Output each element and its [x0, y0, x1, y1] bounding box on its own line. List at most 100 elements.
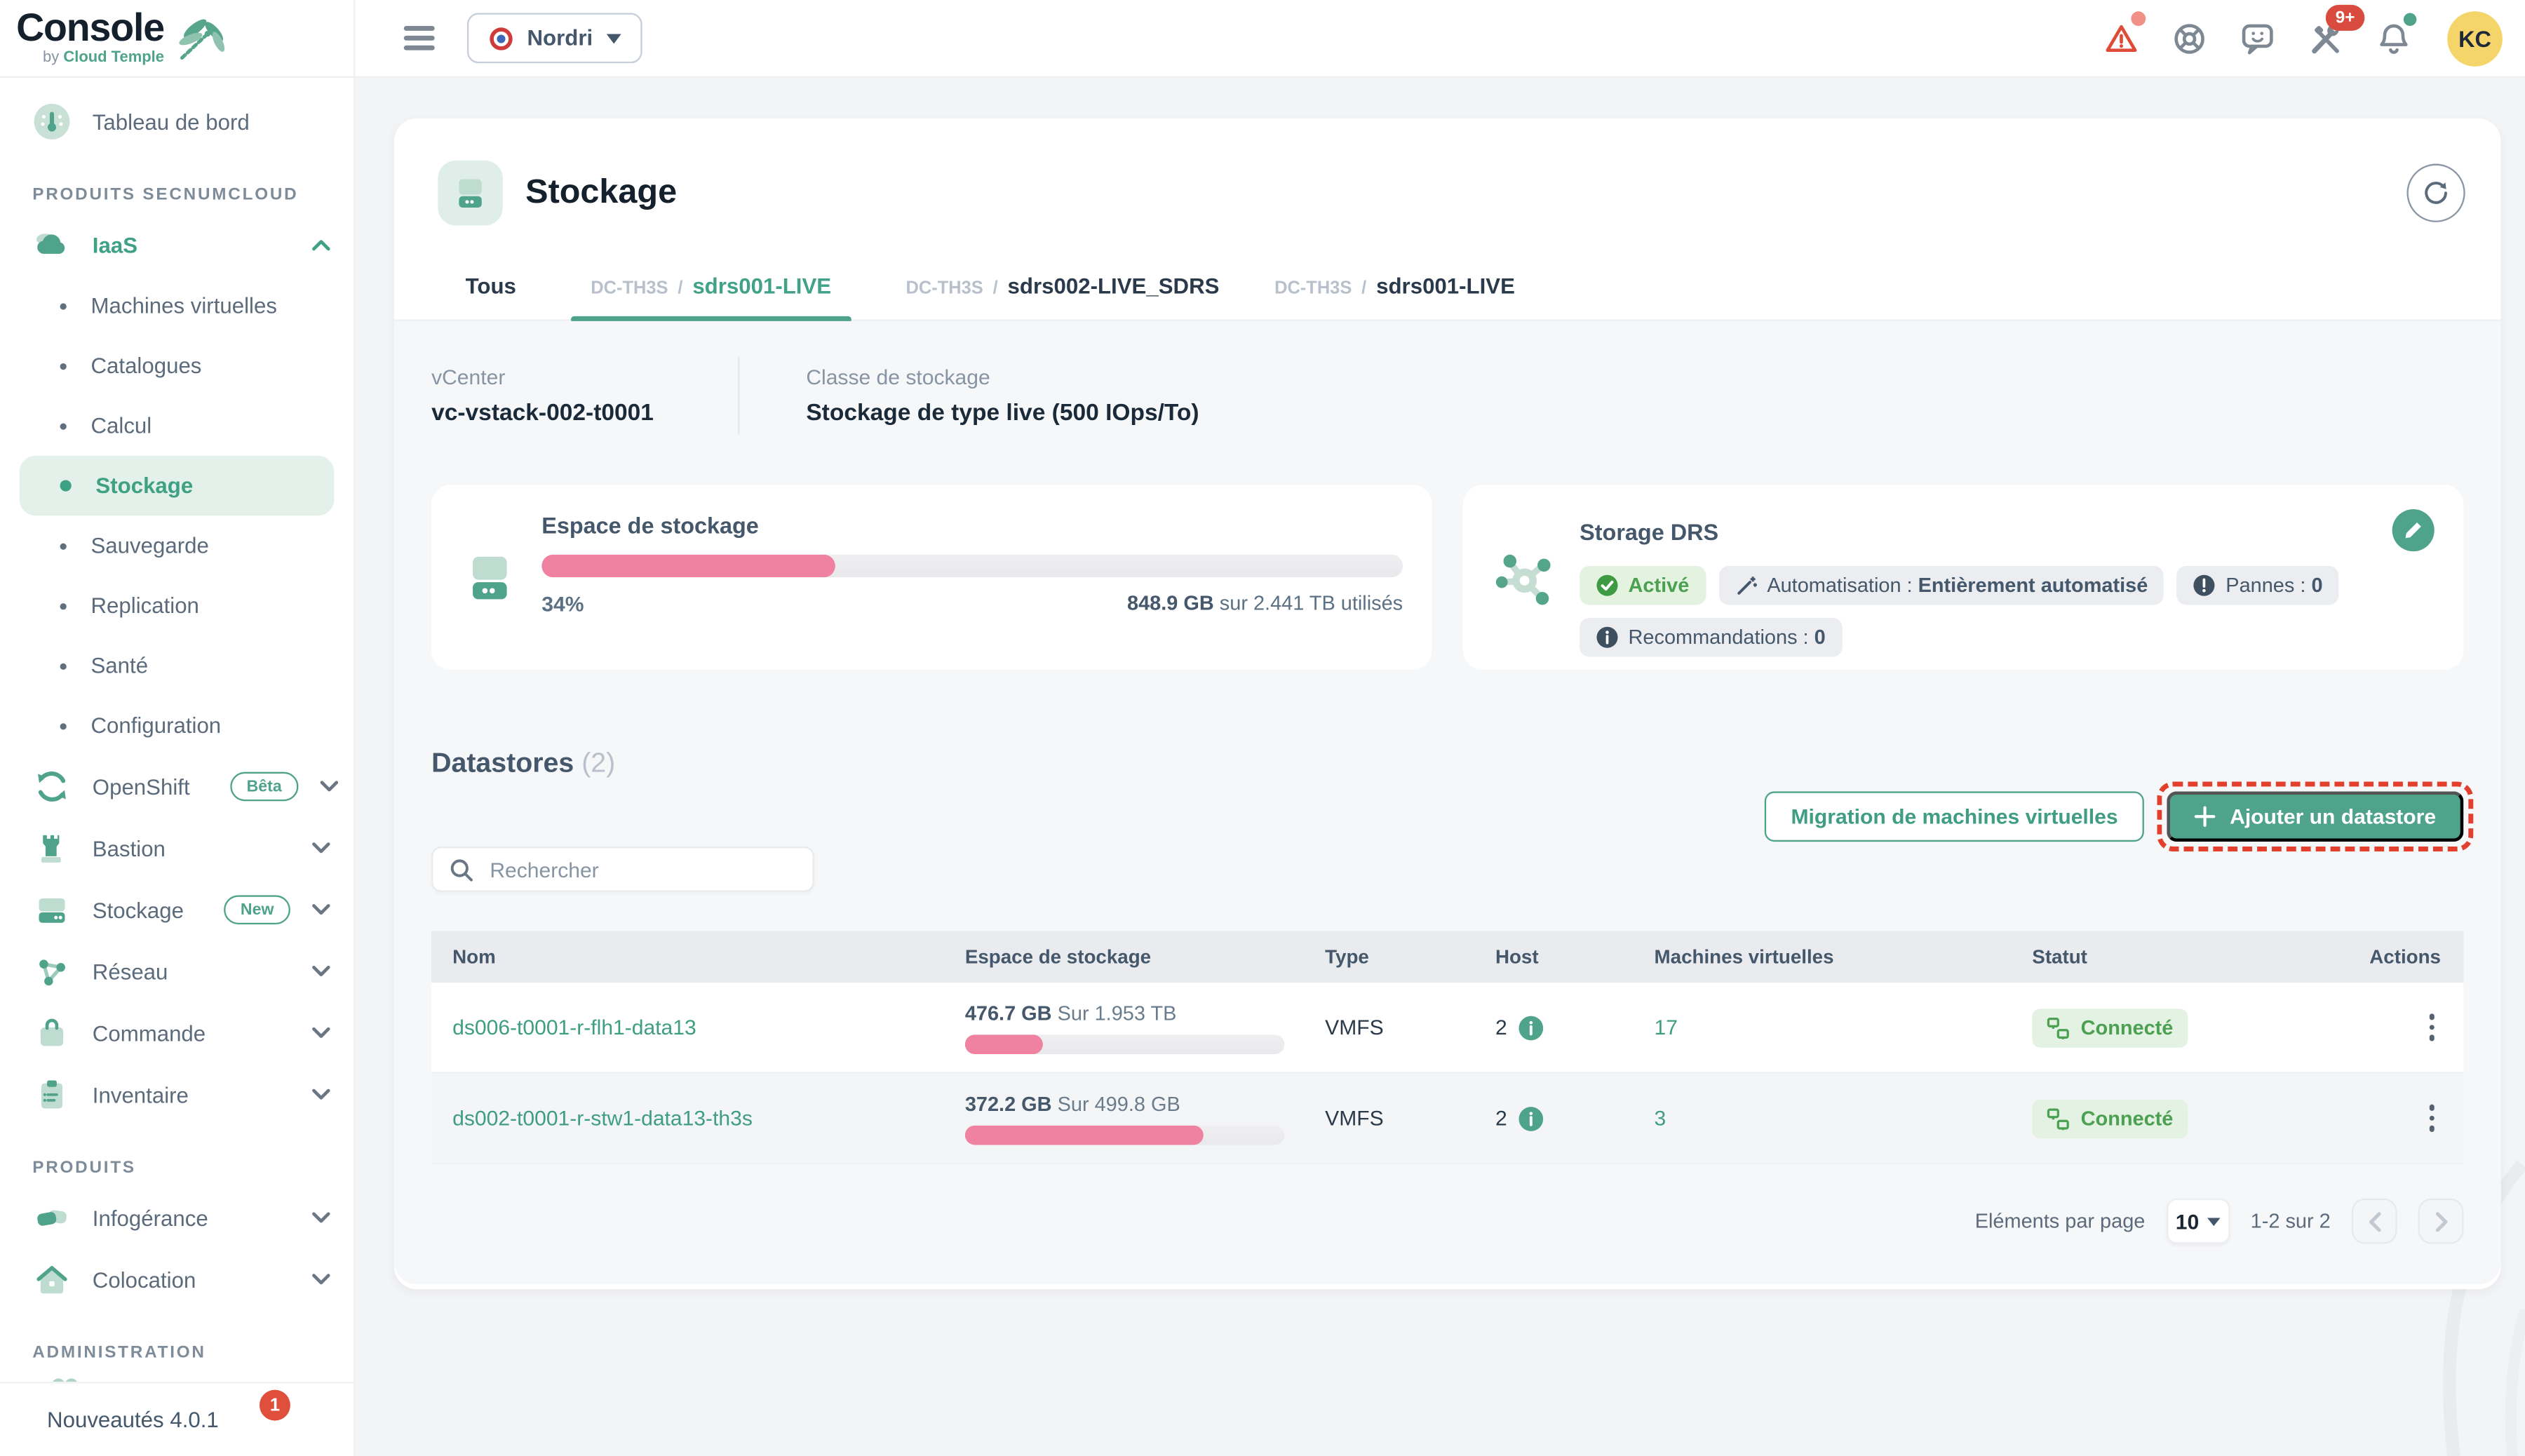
sidebar-item-stockage-product[interactable]: Stockage New [0, 879, 354, 941]
sidebar-subitem-label: Santé [90, 653, 149, 678]
add-datastore-button[interactable]: Ajouter un datastore [2166, 791, 2464, 842]
clipped-admin-item-icon [0, 1372, 354, 1382]
section-label-administration: ADMINISTRATION [32, 1342, 206, 1363]
chevron-down-icon[interactable] [311, 1273, 331, 1286]
tab-sdrs001-live-2[interactable]: DC-TH3S / sdrs001-LIVE [1274, 274, 1515, 320]
table-row: ds006-t0001-r-flh1-data13 476.7 GB Sur 1… [431, 983, 2464, 1074]
sidebar-item-label: Infogérance [92, 1206, 208, 1230]
notification-dot [2403, 13, 2417, 26]
tab-tous[interactable]: Tous [466, 274, 516, 320]
hamburger-menu-icon[interactable] [403, 26, 435, 50]
sidebar-subitem-label: Machines virtuelles [90, 293, 277, 318]
whats-new-link[interactable]: Nouveautés 4.0.1 1 [0, 1382, 354, 1456]
sidebar-subitem-configuration[interactable]: Configuration [0, 696, 354, 756]
table-row: ds002-t0001-r-stw1-data13-th3s 372.2 GB … [431, 1074, 2464, 1165]
pagination: Eléments par page 10 1-2 sur 2 [431, 1199, 2464, 1244]
sidebar-item-bastion[interactable]: Bastion [0, 817, 354, 879]
storage-drs-card: Storage DRS Activé [1462, 485, 2464, 670]
vm-count-link[interactable]: 3 [1654, 1106, 1666, 1131]
sidebar-subitem-stockage-active[interactable]: Stockage [19, 455, 335, 516]
tab-label: sdrs002-LIVE_SDRS [1007, 274, 1220, 299]
chevron-down-icon[interactable] [311, 965, 331, 978]
sidebar-item-commande[interactable]: Commande [0, 1002, 354, 1064]
sidebar-item-label: Colocation [92, 1267, 196, 1292]
sidebar-item-label: IaaS [92, 232, 138, 257]
sidebar-item-reseau[interactable]: Réseau [0, 941, 354, 1002]
host-count: 2 [1495, 1015, 1507, 1040]
support-button[interactable] [2169, 18, 2209, 58]
bullet-icon [60, 722, 67, 729]
magic-wand-icon [1737, 577, 1756, 595]
previous-page-button[interactable] [2351, 1199, 2397, 1244]
storage-class-label: Classe de stockage [806, 365, 990, 390]
sidebar-subitem-calcul[interactable]: Calcul [0, 396, 354, 456]
sidebar-subitem-machines-virtuelles[interactable]: Machines virtuelles [0, 276, 354, 336]
sidebar-item-inventaire[interactable]: Inventaire [0, 1064, 354, 1126]
datastore-name-link[interactable]: ds006-t0001-r-flh1-data13 [452, 1015, 696, 1040]
sidebar-subitem-catalogues[interactable]: Catalogues [0, 336, 354, 396]
page-title: Stockage [525, 173, 678, 211]
chevron-down-icon[interactable] [319, 780, 339, 793]
col-header-type: Type [1325, 945, 1369, 969]
tab-label: Tous [465, 274, 516, 299]
user-avatar[interactable]: KC [2447, 11, 2503, 66]
tab-label: sdrs001-LIVE [1376, 274, 1515, 299]
sidebar-item-infogerance[interactable]: Infogérance [0, 1187, 354, 1249]
notifications-button[interactable] [2373, 13, 2417, 58]
chevron-down-icon[interactable] [311, 1027, 331, 1039]
drs-edit-button[interactable] [2392, 509, 2435, 552]
sidebar-item-openshift[interactable]: OpenShift Bêta [0, 756, 354, 818]
vcenter-label: vCenter [431, 365, 506, 390]
drs-status-badge: Activé [1580, 566, 1706, 605]
chevron-up-icon[interactable] [311, 238, 331, 251]
caret-down-icon [605, 33, 621, 43]
sidebar-subitem-replication[interactable]: Replication [0, 576, 354, 636]
tab-sdrs002-live-sdrs[interactable]: DC-TH3S / sdrs002-LIVE_SDRS [905, 274, 1219, 320]
row-actions-menu[interactable] [2422, 1008, 2441, 1048]
drs-recommendations-badge: Recommandations : 0 [1580, 618, 1842, 657]
datastore-name-link[interactable]: ds002-t0001-r-stw1-data13-th3s [452, 1106, 753, 1131]
col-header-actions: Actions [2369, 945, 2442, 969]
refresh-button[interactable] [2406, 163, 2465, 222]
tab-sdrs001-live-active[interactable]: DC-TH3S / sdrs001-LIVE [571, 274, 851, 323]
chevron-down-icon[interactable] [311, 903, 331, 916]
bullet-icon [60, 480, 72, 492]
chevron-down-icon[interactable] [311, 1211, 331, 1224]
host-info-icon[interactable] [1519, 1015, 1544, 1041]
host-count: 2 [1495, 1106, 1507, 1131]
sidebar-subitem-label: Calcul [90, 413, 152, 438]
sidebar-subitem-label: Configuration [90, 713, 222, 739]
col-header-host: Host [1495, 945, 1539, 969]
items-per-page-select[interactable]: 10 [2166, 1199, 2230, 1244]
items-per-page-label: Eléments par page [1974, 1210, 2146, 1233]
host-info-icon[interactable] [1519, 1105, 1544, 1131]
storage-page-icon [438, 161, 503, 226]
search-input[interactable] [486, 856, 797, 884]
sidebar-item-iaas[interactable]: IaaS [0, 214, 354, 276]
bullet-icon [60, 302, 67, 309]
pencil-icon [2405, 523, 2421, 539]
tenant-selector[interactable]: Nordri [466, 13, 642, 64]
chevron-down-icon[interactable] [311, 842, 331, 854]
sidebar-item-colocation[interactable]: Colocation [0, 1248, 354, 1310]
alerts-button[interactable] [2100, 11, 2146, 58]
sidebar-item-label: Commande [92, 1020, 206, 1046]
sidebar-item-dashboard[interactable]: Tableau de bord [0, 90, 354, 152]
row-actions-menu[interactable] [2422, 1098, 2441, 1138]
chevron-down-icon[interactable] [311, 1088, 331, 1101]
next-page-button[interactable] [2418, 1199, 2464, 1244]
sidebar-subitem-sante[interactable]: Santé [0, 635, 354, 696]
datastore-type: VMFS [1325, 1015, 1384, 1040]
search-box[interactable] [431, 847, 814, 893]
brand-name: Console [16, 6, 165, 51]
vm-count-link[interactable]: 17 [1654, 1015, 1678, 1040]
notification-count-badge: 1 [259, 1389, 290, 1421]
tab-prefix: DC-TH3S [591, 279, 668, 299]
sidebar-subitem-sauvegarde[interactable]: Sauvegarde [0, 515, 354, 576]
add-datastore-label: Ajouter un datastore [2230, 804, 2437, 829]
migrate-vms-button[interactable]: Migration de machines virtuelles [1765, 791, 2144, 842]
status-label: Connecté [2080, 1107, 2174, 1130]
feedback-button[interactable] [2237, 18, 2277, 58]
tools-button[interactable]: 9+ [2305, 4, 2365, 58]
storage-space-card: Espace de stockage 34% 848.9 GB sur 2.44… [431, 485, 1432, 670]
